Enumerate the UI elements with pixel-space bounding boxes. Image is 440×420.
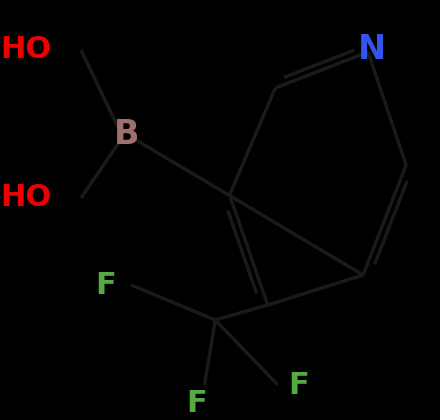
Text: F: F xyxy=(95,270,116,299)
Text: F: F xyxy=(288,370,309,399)
Text: HO: HO xyxy=(0,36,51,65)
Text: F: F xyxy=(186,389,206,418)
Text: HO: HO xyxy=(0,184,51,213)
Text: N: N xyxy=(358,34,386,66)
Text: B: B xyxy=(114,118,139,151)
